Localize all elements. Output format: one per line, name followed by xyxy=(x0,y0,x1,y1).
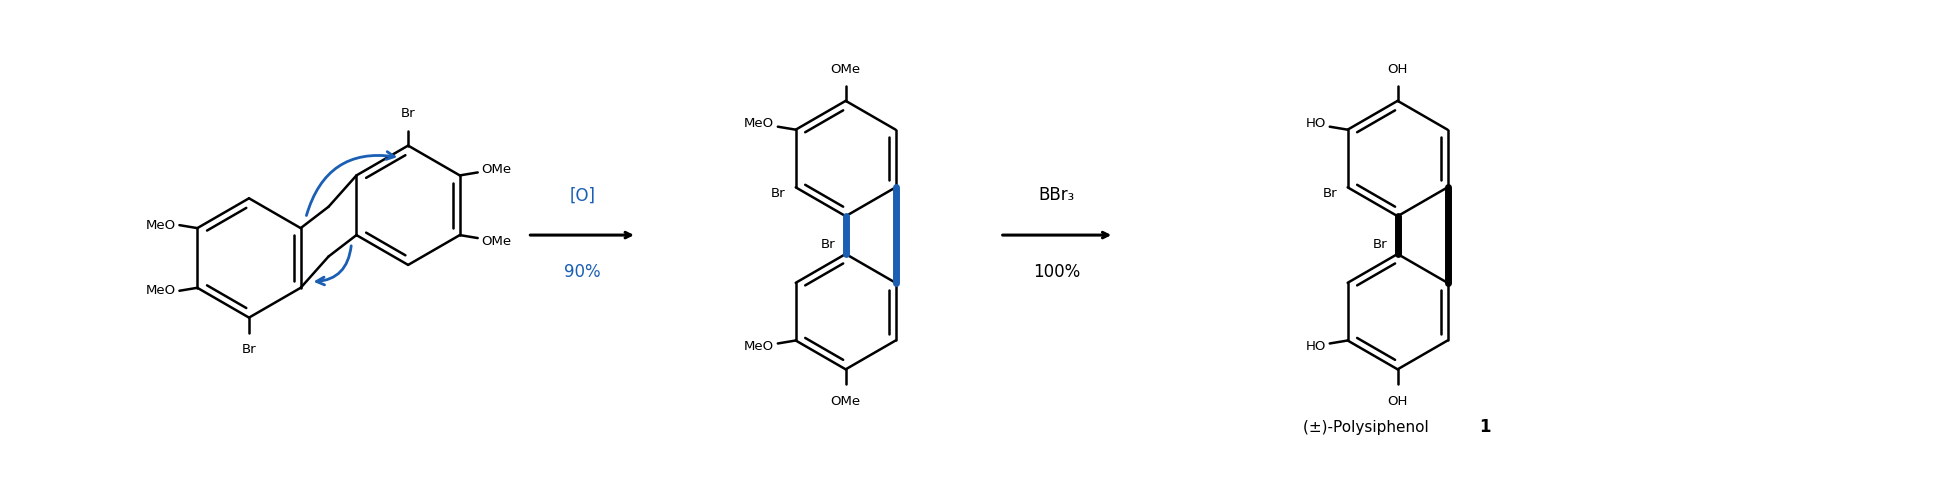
FancyArrowPatch shape xyxy=(317,246,352,285)
Text: OMe: OMe xyxy=(830,62,861,76)
Text: Br: Br xyxy=(1323,187,1338,200)
Text: 1: 1 xyxy=(1480,418,1491,436)
Text: HO: HO xyxy=(1305,340,1327,353)
Text: Br: Br xyxy=(772,187,785,200)
Text: OMe: OMe xyxy=(482,163,513,176)
Text: MeO: MeO xyxy=(745,117,774,130)
Text: Br: Br xyxy=(1373,238,1389,250)
Text: MeO: MeO xyxy=(145,284,176,298)
FancyArrowPatch shape xyxy=(306,152,395,216)
Text: Br: Br xyxy=(242,343,257,356)
Text: 90%: 90% xyxy=(565,263,600,281)
Text: 100%: 100% xyxy=(1033,263,1079,281)
Text: BBr₃: BBr₃ xyxy=(1039,186,1075,204)
Text: OH: OH xyxy=(1387,62,1408,76)
Text: OH: OH xyxy=(1387,394,1408,407)
Text: MeO: MeO xyxy=(145,218,176,232)
Text: MeO: MeO xyxy=(745,340,774,353)
Text: Br: Br xyxy=(400,108,416,120)
Text: Br: Br xyxy=(822,238,835,250)
Text: [O]: [O] xyxy=(569,186,596,204)
Text: HO: HO xyxy=(1305,117,1327,130)
Text: OMe: OMe xyxy=(830,394,861,407)
Text: OMe: OMe xyxy=(482,234,513,248)
Text: (±)-Polysiphenol: (±)-Polysiphenol xyxy=(1304,420,1433,434)
